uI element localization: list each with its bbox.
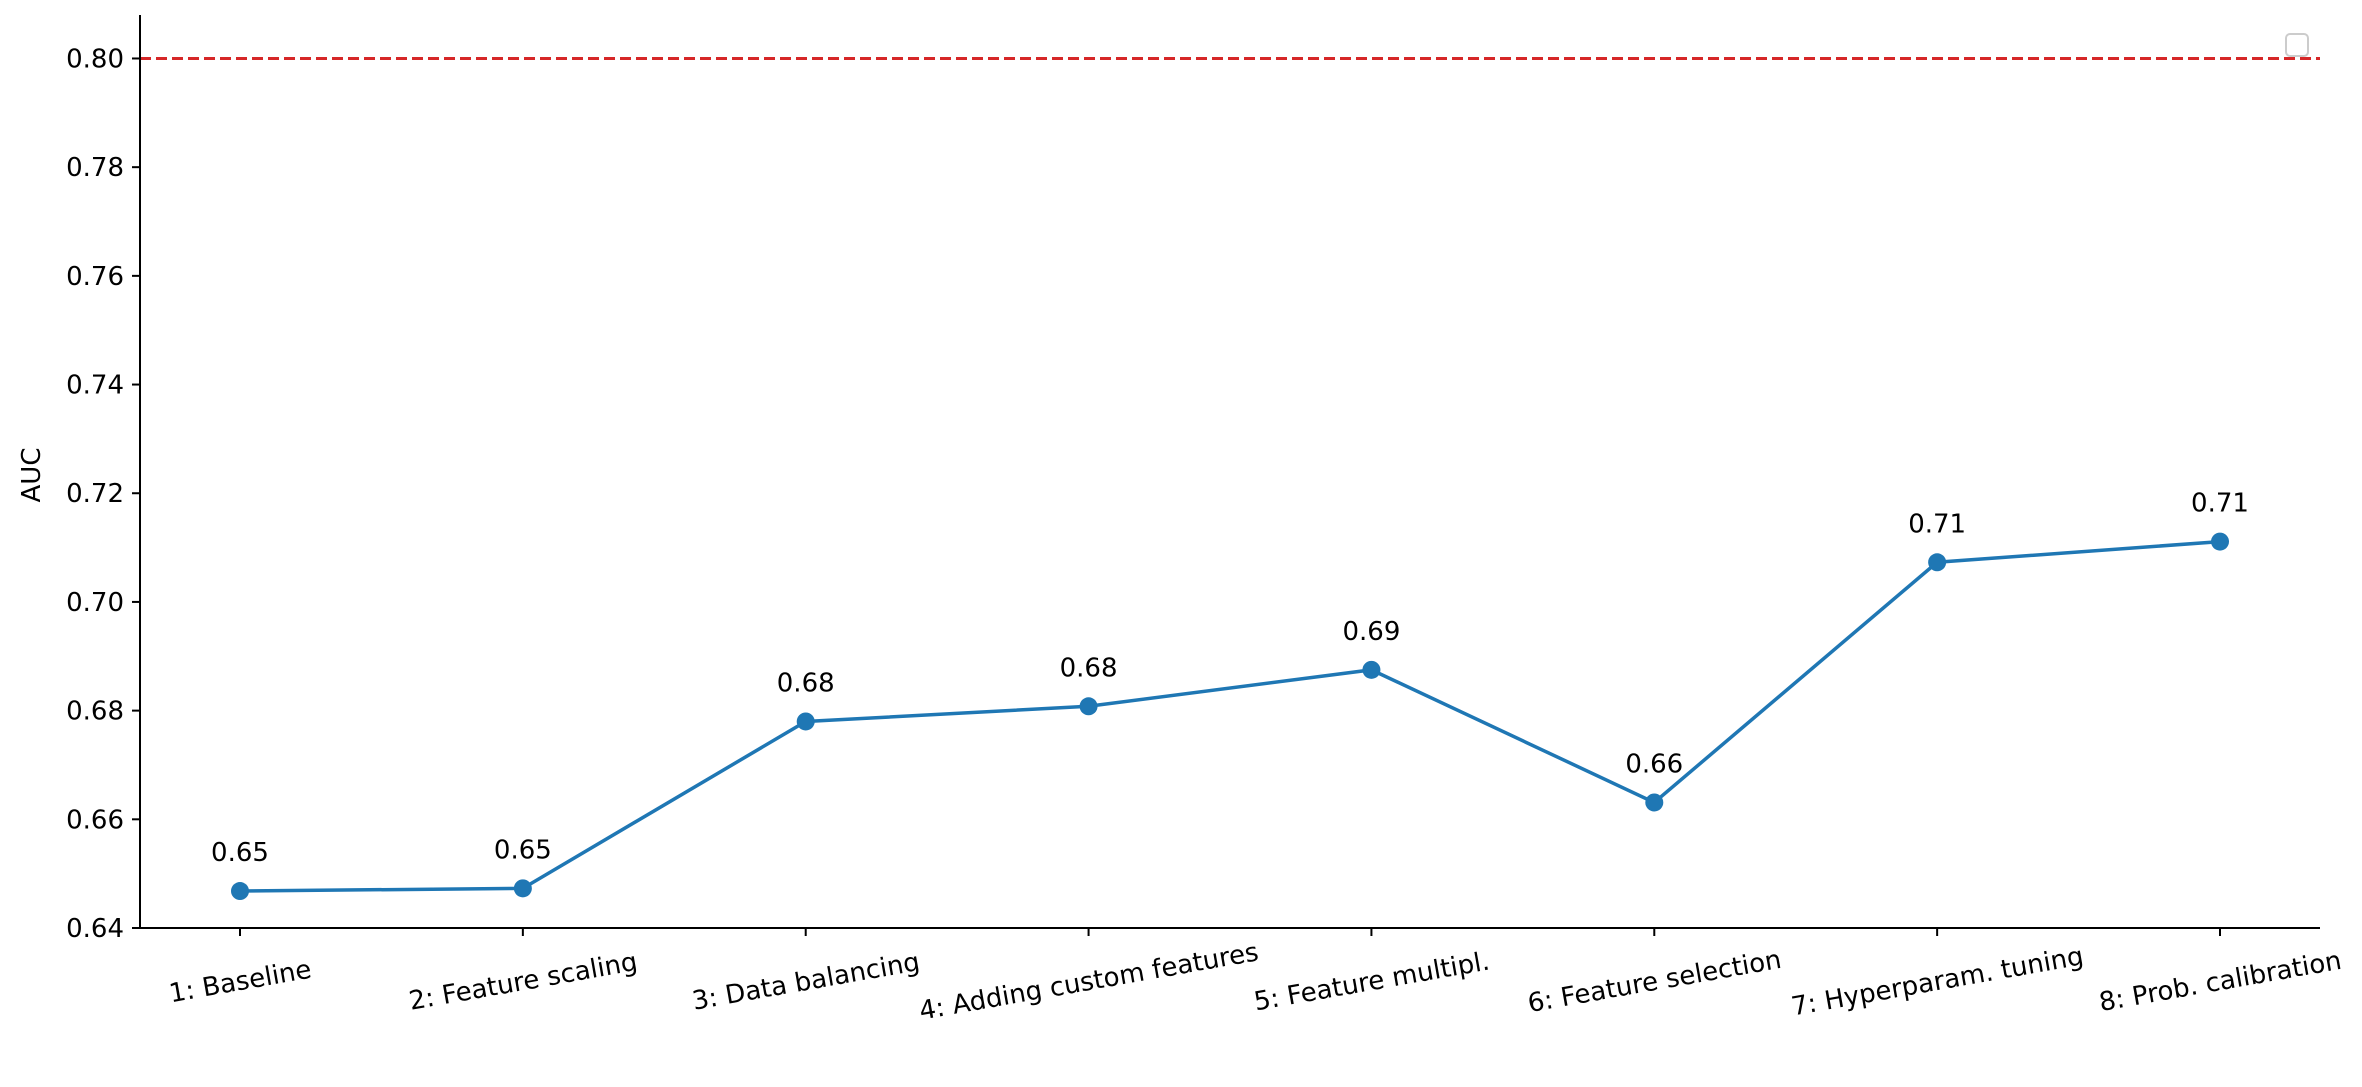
x-tick-label: 4: Adding custom features: [917, 937, 1261, 1026]
data-label: 0.71: [1908, 509, 1966, 539]
x-tick-label: 2: Feature scaling: [407, 947, 640, 1017]
x-tick-label: 5: Feature multipl.: [1252, 946, 1492, 1017]
x-tick-label: 7: Hyperparam. tuning: [1789, 942, 2086, 1023]
y-tick-label: 0.76: [66, 262, 124, 292]
data-label: 0.71: [2191, 489, 2249, 519]
data-label: 0.68: [777, 668, 835, 698]
data-point: [1362, 660, 1381, 679]
data-point: [231, 882, 249, 901]
y-tick-label: 0.66: [66, 805, 124, 835]
y-tick-label: 0.78: [66, 153, 124, 183]
y-axis-title: AUC: [17, 448, 47, 503]
data-point: [1645, 793, 1664, 812]
data-label: 0.65: [494, 835, 552, 865]
x-tick-label: 6: Feature selection: [1526, 945, 1784, 1019]
data-label: 0.65: [211, 838, 269, 868]
data-label: 0.68: [1060, 653, 1118, 683]
legend: [2285, 33, 2309, 57]
y-tick-label: 0.70: [66, 588, 124, 618]
data-point: [1079, 697, 1098, 716]
y-tick-label: 0.72: [66, 479, 124, 509]
x-tick-label: 3: Data balancing: [690, 947, 922, 1017]
y-tick-label: 0.80: [66, 44, 124, 74]
x-tick-label: 1: Baseline: [167, 955, 314, 1010]
data-point: [1928, 553, 1947, 572]
data-point: [796, 712, 815, 731]
y-tick-label: 0.68: [66, 697, 124, 727]
y-tick-label: 0.74: [66, 371, 124, 401]
y-tick-label: 0.64: [66, 914, 124, 944]
x-tick-label: 8: Prob. calibration: [2097, 946, 2344, 1018]
data-label: 0.69: [1342, 617, 1400, 647]
series-line: [239, 539, 2221, 893]
data-label: 0.66: [1625, 749, 1683, 779]
data-point: [513, 879, 532, 898]
data-point: [2211, 532, 2229, 551]
